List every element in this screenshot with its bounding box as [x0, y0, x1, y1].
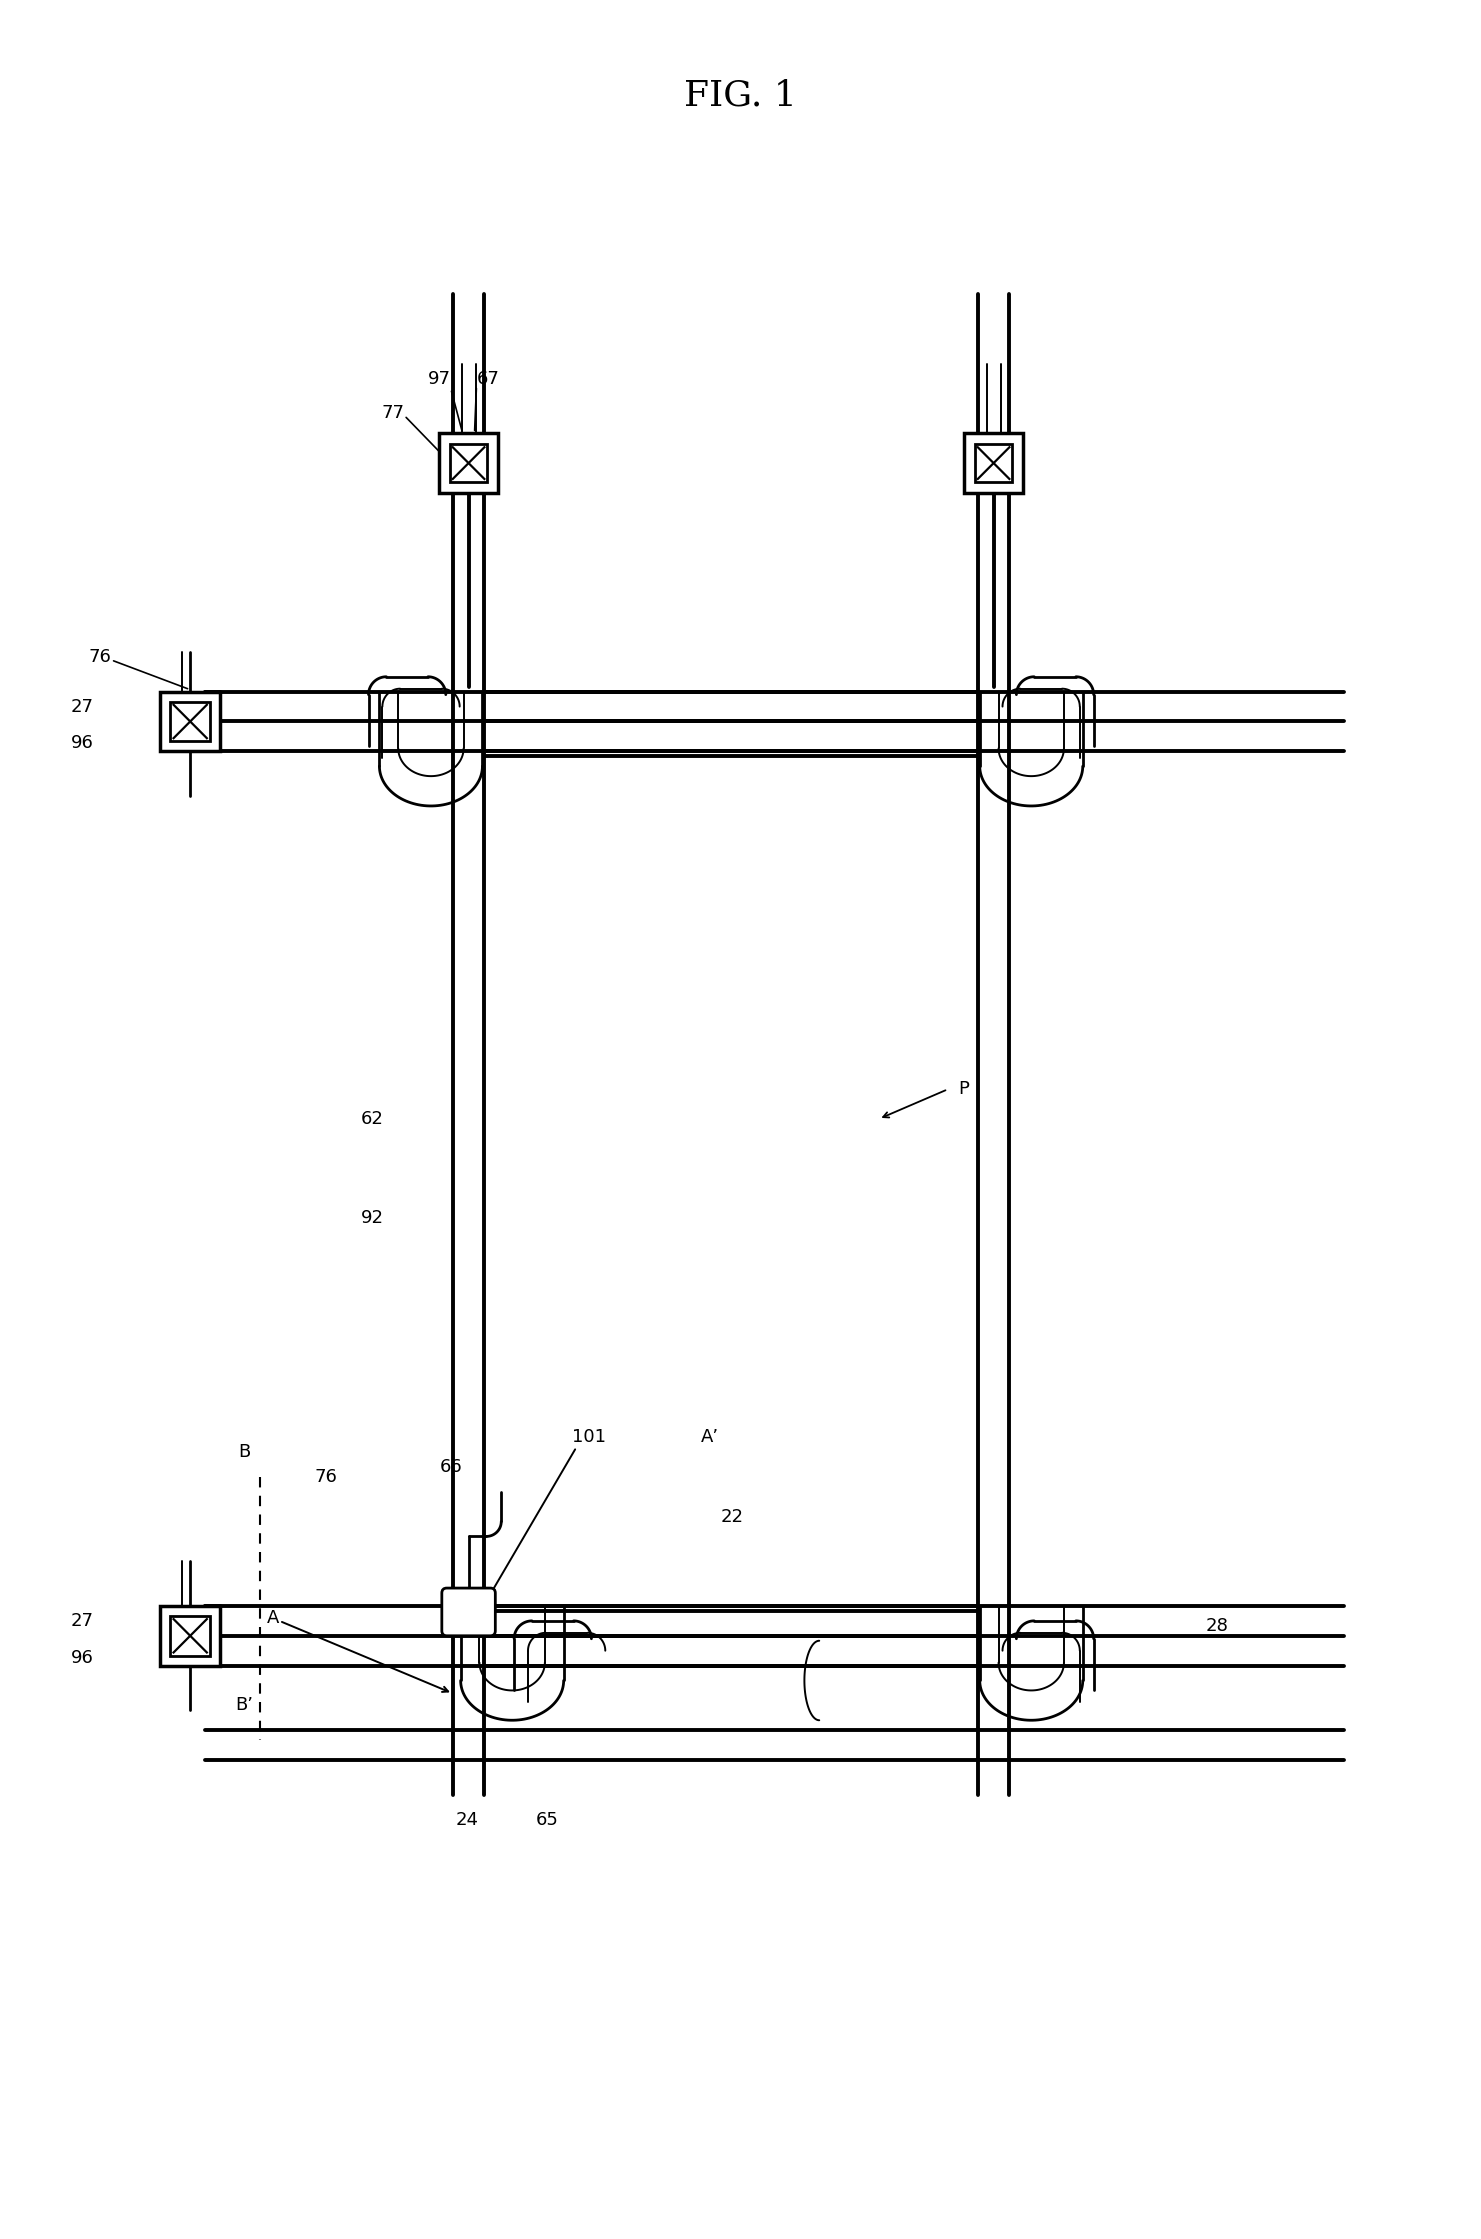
Text: 92: 92	[360, 1209, 384, 1227]
Bar	[438, 434, 498, 493]
Text: 65: 65	[536, 1811, 558, 1829]
Text: 24: 24	[456, 1811, 478, 1829]
Text: 62: 62	[360, 1111, 384, 1128]
Text: A: A	[267, 1610, 280, 1628]
Text: 28: 28	[1206, 1617, 1228, 1634]
Text: 76: 76	[87, 647, 111, 665]
Bar	[170, 701, 210, 741]
Text: B’: B’	[235, 1697, 253, 1715]
Text: 22: 22	[720, 1507, 743, 1525]
Bar	[160, 1605, 219, 1666]
Text: 97: 97	[428, 369, 450, 387]
Bar	[170, 1617, 210, 1655]
Text: 77: 77	[381, 405, 404, 423]
Text: 101: 101	[572, 1428, 606, 1446]
FancyBboxPatch shape	[441, 1587, 495, 1637]
Text: 96: 96	[71, 1648, 95, 1666]
Text: 67: 67	[477, 369, 499, 387]
Text: 27: 27	[71, 1612, 95, 1630]
Text: A’: A’	[701, 1428, 718, 1446]
Bar	[974, 443, 1013, 481]
Text: 27: 27	[71, 699, 95, 716]
Bar	[160, 692, 219, 752]
Bar	[964, 434, 1023, 493]
Text: 66: 66	[440, 1458, 462, 1476]
Text: 76: 76	[314, 1469, 336, 1487]
Text: B: B	[238, 1442, 250, 1460]
Text: 96: 96	[71, 734, 95, 752]
Text: FIG. 1: FIG. 1	[684, 78, 797, 112]
Text: P: P	[958, 1079, 969, 1097]
Bar	[450, 443, 487, 481]
